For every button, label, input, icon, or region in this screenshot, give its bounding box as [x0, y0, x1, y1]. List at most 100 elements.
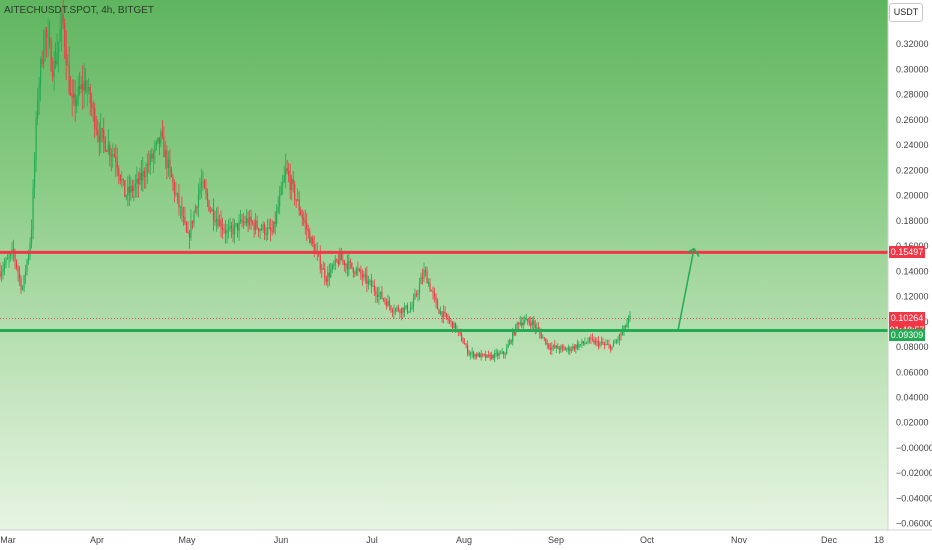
candle-body [381, 291, 383, 299]
candle-body [271, 230, 273, 233]
candle-body [593, 339, 595, 344]
candle-body [602, 342, 604, 344]
candle-body [211, 209, 213, 212]
candle-body [280, 185, 282, 196]
candle-body [594, 340, 597, 344]
price-tick-label: 0.04000 [896, 393, 929, 403]
candle-body [288, 170, 290, 176]
candle-body [351, 262, 353, 268]
candle-body [224, 230, 227, 234]
candle-body [110, 155, 112, 157]
candle-body [252, 222, 254, 224]
price-tick-label: 0.14000 [896, 266, 929, 276]
candle-body [587, 341, 589, 343]
candle-body [537, 327, 539, 330]
candle-body [479, 353, 481, 358]
candle-body [435, 296, 437, 302]
candle-body [387, 300, 389, 307]
candle-body [498, 353, 500, 356]
candle-body [212, 209, 215, 221]
candle-body [375, 291, 377, 296]
candle-body [614, 342, 616, 344]
candle-body [154, 145, 156, 154]
candle-body [459, 331, 461, 334]
candle-body [581, 341, 583, 345]
candle-body [200, 182, 203, 188]
candle-body [61, 13, 63, 30]
candle-body [282, 182, 284, 186]
candle-body [218, 219, 221, 227]
candle-body [621, 330, 624, 335]
candle-body [292, 179, 294, 185]
candle-body [427, 282, 430, 284]
candle-body [321, 268, 323, 270]
candle-body [524, 320, 526, 323]
arrow-shaft[interactable] [677, 248, 695, 331]
candle-body [79, 86, 81, 90]
candle-body [125, 195, 127, 198]
candle-body [471, 352, 473, 354]
candle-body [182, 216, 185, 218]
candle-body [521, 322, 523, 326]
candle-body [298, 199, 300, 211]
candle-body [476, 354, 478, 357]
candle-body [402, 307, 404, 313]
candle-body [248, 216, 251, 226]
candle-body [250, 216, 252, 223]
candle-body [104, 138, 106, 151]
candles [0, 0, 631, 363]
candle-body [411, 306, 413, 310]
time-tick-label: Jun [274, 535, 289, 545]
candle-body [50, 42, 52, 71]
candle-body [438, 309, 440, 314]
candle-body [170, 168, 173, 177]
candle-body [206, 193, 209, 201]
support-price-label: 0.09309 [889, 328, 925, 341]
candle-body [297, 199, 299, 201]
candle-body [512, 331, 514, 342]
candle-body [109, 144, 111, 156]
candle-body [525, 318, 527, 321]
candle-body [372, 285, 374, 287]
candle-body [128, 186, 130, 193]
candle-body [441, 311, 443, 318]
candle-body [609, 344, 612, 350]
candle-body [486, 354, 488, 358]
candle-body [370, 280, 372, 287]
price-tick-label: 0.30000 [896, 64, 929, 74]
candle-body [179, 206, 182, 208]
candle-body [95, 128, 97, 131]
candle-body [23, 275, 25, 289]
price-tick-label: −0.02000 [896, 468, 932, 478]
candle-body [558, 348, 560, 351]
candle-body [73, 93, 75, 99]
candle-body [424, 270, 427, 272]
candle-body [306, 223, 308, 230]
candle-body [67, 64, 69, 66]
candle-body [506, 347, 508, 355]
time-tick-label: Aug [456, 535, 472, 545]
candle-body [53, 60, 55, 77]
candle-body [618, 334, 621, 340]
price-axis: 0.32000 0.30000 0.28000 0.26000 0.24000 0.220… [896, 39, 932, 529]
candle-body [253, 223, 255, 230]
candle-body [494, 353, 496, 359]
candle-body [277, 206, 279, 211]
candle-body [178, 194, 180, 208]
candle-body [331, 264, 333, 270]
candle-body [241, 219, 243, 223]
candle-body [564, 348, 566, 351]
candle-body [160, 131, 162, 144]
horizontal-levels [0, 250, 888, 333]
candle-body [199, 187, 201, 195]
candle-body [450, 320, 452, 322]
price-tick-label: 0.08000 [896, 342, 929, 352]
candle-body [522, 322, 524, 326]
candle-body [470, 353, 472, 355]
currency-button[interactable]: USDT [889, 3, 923, 22]
candle-body [473, 352, 475, 357]
candle-body [451, 321, 454, 329]
candle-body [270, 227, 272, 231]
candle-body [534, 324, 536, 329]
candle-body [151, 154, 153, 159]
